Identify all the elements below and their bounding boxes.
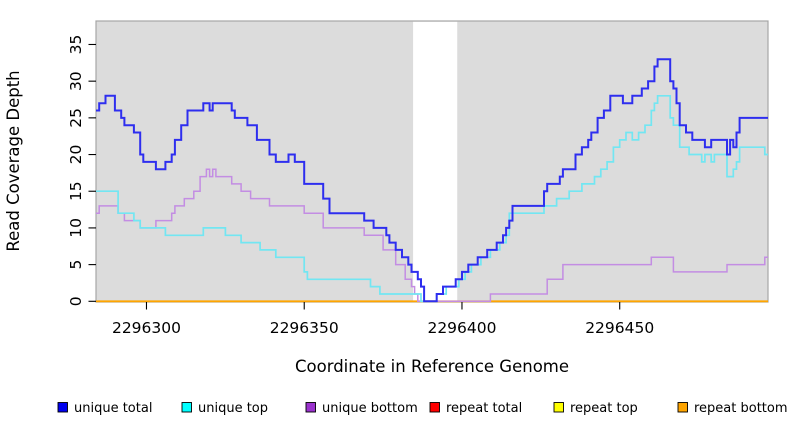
legend-item-repeat-total: repeat total xyxy=(429,401,522,416)
series-line-unique-bottom xyxy=(96,168,768,303)
y-tick-label: 0 xyxy=(67,296,85,306)
plot-panel xyxy=(95,20,769,303)
x-tick-label: 2296400 xyxy=(427,319,496,337)
y-tick-label: 5 xyxy=(67,260,85,270)
x-axis-label: Coordinate in Reference Genome xyxy=(295,357,569,376)
legend-label-unique-top: unique top xyxy=(198,401,268,416)
x-tick-label: 2296300 xyxy=(112,319,181,337)
x-tick-label: 2296450 xyxy=(585,319,654,337)
y-axis-label: Read Coverage Depth xyxy=(4,70,23,251)
legend-label-unique-bottom: unique bottom xyxy=(322,401,418,416)
legend-label-repeat-top: repeat top xyxy=(570,401,638,416)
y-tick-label: 35 xyxy=(67,35,85,55)
y-tick-label: 20 xyxy=(67,145,85,165)
masked-region xyxy=(413,21,458,302)
series-line-unique-top xyxy=(96,94,768,303)
legend-item-unique-top: unique top xyxy=(181,401,268,416)
series-lines xyxy=(96,58,768,303)
legend-swatch-repeat-bottom xyxy=(677,402,688,413)
series-line-unique-total xyxy=(96,58,768,303)
y-tick-label: 15 xyxy=(67,181,85,201)
legend-swatch-unique-bottom xyxy=(305,402,316,413)
y-tick-label: 30 xyxy=(67,71,85,91)
axes: 2296300 2296350 2296400 2296450 0 5 10 15 20 25 30… xyxy=(67,35,654,337)
legend-swatch-unique-top xyxy=(181,402,192,413)
y-tick-label: 25 xyxy=(67,108,85,128)
legend-label-unique-total: unique total xyxy=(74,401,152,416)
legend: unique total unique top unique bottom repea… xyxy=(57,401,788,416)
legend-label-repeat-bottom: repeat bottom xyxy=(694,401,788,416)
legend-label-repeat-total: repeat total xyxy=(446,401,522,416)
legend-swatch-unique-total xyxy=(57,402,68,413)
y-tick-label: 10 xyxy=(67,218,85,238)
legend-item-unique-total: unique total xyxy=(57,401,152,416)
legend-item-repeat-top: repeat top xyxy=(553,401,638,416)
legend-item-unique-bottom: unique bottom xyxy=(305,401,418,416)
legend-swatch-repeat-top xyxy=(553,402,564,413)
legend-swatch-repeat-total xyxy=(429,402,440,413)
legend-item-repeat-bottom: repeat bottom xyxy=(677,401,788,416)
x-tick-label: 2296350 xyxy=(270,319,339,337)
